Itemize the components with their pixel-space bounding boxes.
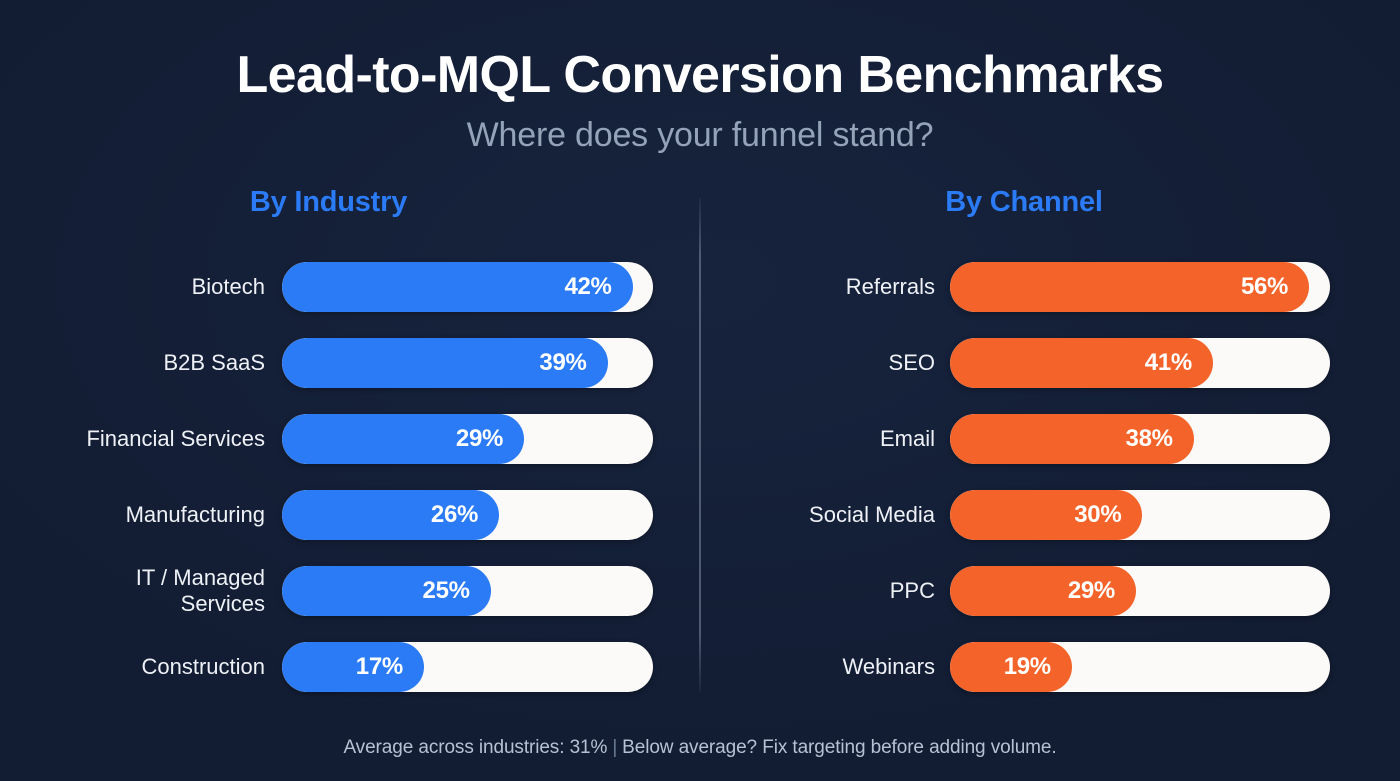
bar-value: 29% <box>1067 577 1115 604</box>
bar-label: IT / Managed Services <box>135 565 265 616</box>
bar-fill: 26% <box>282 490 500 540</box>
bar-value: 17% <box>355 653 403 680</box>
bar-value: 19% <box>1003 653 1051 680</box>
chart-row: Biotech 42% <box>60 249 653 325</box>
bar-fill: 29% <box>282 414 525 464</box>
page-title: Lead-to-MQL Conversion Benchmarks <box>236 46 1165 104</box>
chart-row: Construction 17% <box>60 629 653 705</box>
bar-track: 42% <box>282 262 653 312</box>
chart-row: Manufacturing 26% <box>60 477 653 553</box>
chart-row: B2B SaaS 39% <box>60 325 653 401</box>
bar-label: Financial Services <box>86 426 265 452</box>
bar-fill: 56% <box>950 262 1310 312</box>
bar-track: 39% <box>282 338 653 388</box>
columns-container: By Industry Biotech 42% B2B SaaS 39% <box>0 186 1400 705</box>
industry-bar-list: Biotech 42% B2B SaaS 39% <box>60 249 653 705</box>
header: Lead-to-MQL Conversion Benchmarks Where … <box>0 46 1400 155</box>
chart-row: Email 38% <box>748 401 1330 477</box>
bar-track: 41% <box>950 338 1330 388</box>
bar-fill: 38% <box>950 414 1194 464</box>
channel-panel-title: By Channel <box>945 186 1103 218</box>
footer-average: Average across industries: 31% <box>343 737 608 758</box>
bar-value: 41% <box>1144 349 1192 376</box>
industry-panel-title: By Industry <box>249 186 408 218</box>
column-divider <box>699 198 701 692</box>
bar-fill: 42% <box>282 262 633 312</box>
chart-row: Financial Services 29% <box>60 401 653 477</box>
bar-fill: 39% <box>282 338 608 388</box>
bar-value: 25% <box>422 577 470 604</box>
chart-row: Webinars 19% <box>748 629 1330 705</box>
bar-track: 29% <box>950 566 1330 616</box>
channel-panel: By Channel Referrals 56% SEO 41% <box>700 186 1400 705</box>
bar-label: Construction <box>141 654 265 680</box>
page-subtitle: Where does your funnel stand? <box>466 116 934 155</box>
chart-row: Social Media 30% <box>748 477 1330 553</box>
bar-label: PPC <box>889 578 935 604</box>
bar-label: Email <box>879 426 935 452</box>
bar-value: 56% <box>1240 273 1289 300</box>
bar-value: 42% <box>564 273 612 300</box>
bar-fill: 29% <box>950 566 1136 616</box>
bar-track: 25% <box>282 566 653 616</box>
bar-fill: 17% <box>282 642 424 692</box>
chart-row: IT / Managed Services 25% <box>60 553 653 629</box>
chart-row: Referrals 56% <box>748 249 1330 325</box>
bar-value: 29% <box>455 425 504 452</box>
bar-label: B2B SaaS <box>163 350 265 376</box>
footer-separator: | <box>612 737 618 758</box>
bar-track: 17% <box>282 642 653 692</box>
bar-label: Referrals <box>845 274 935 300</box>
bar-label: Webinars <box>842 654 935 680</box>
bar-fill: 30% <box>950 490 1143 540</box>
footer-advice: Below average? Fix targeting before addi… <box>622 737 1057 758</box>
bar-value: 30% <box>1074 501 1122 528</box>
bar-track: 56% <box>950 262 1330 312</box>
bar-value: 26% <box>430 501 479 528</box>
chart-row: PPC 29% <box>748 553 1330 629</box>
bar-label: Manufacturing <box>125 502 265 528</box>
footer-note: Average across industries: 31% | Below ave… <box>0 737 1400 759</box>
bar-label: SEO <box>888 350 935 376</box>
bar-value: 38% <box>1125 425 1173 452</box>
bar-fill: 19% <box>950 642 1072 692</box>
bar-track: 26% <box>282 490 653 540</box>
bar-value: 39% <box>539 349 587 376</box>
bar-label: Social Media <box>809 502 935 528</box>
bar-fill: 25% <box>282 566 491 616</box>
bar-label: Biotech <box>191 274 265 300</box>
industry-panel: By Industry Biotech 42% B2B SaaS 39% <box>0 186 700 705</box>
bar-track: 30% <box>950 490 1330 540</box>
bar-track: 19% <box>950 642 1330 692</box>
channel-bar-list: Referrals 56% SEO 41% <box>748 249 1330 705</box>
bar-track: 38% <box>950 414 1330 464</box>
bar-track: 29% <box>282 414 653 464</box>
chart-row: SEO 41% <box>748 325 1330 401</box>
bar-fill: 41% <box>950 338 1213 388</box>
